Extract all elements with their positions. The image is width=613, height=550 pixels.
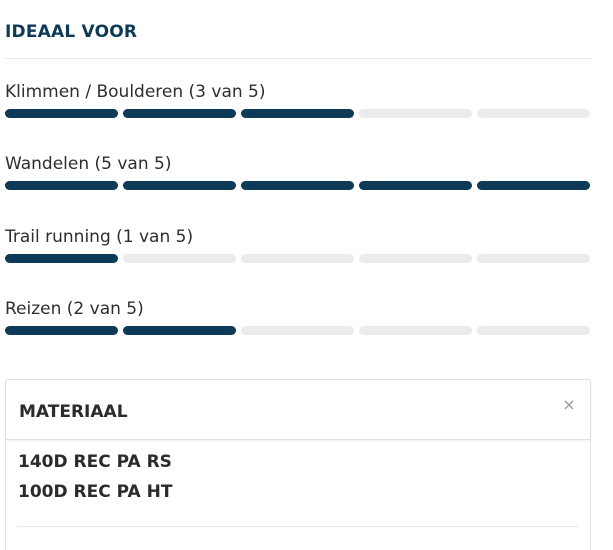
rating-segment xyxy=(477,254,590,263)
rating-segment xyxy=(359,109,472,118)
rating-segment xyxy=(359,254,472,263)
material-line: 100D REC PA HT xyxy=(18,482,173,502)
rating-segment xyxy=(359,181,472,190)
rating-wandelen: Wandelen (5 van 5) xyxy=(5,154,595,190)
rating-segment xyxy=(477,181,590,190)
material-panel-header[interactable]: MATERIAAL × xyxy=(6,380,590,440)
rating-segment xyxy=(5,326,118,335)
rating-segment xyxy=(5,181,118,190)
material-line: 140D REC PA RS xyxy=(18,452,172,472)
rating-segment xyxy=(123,326,236,335)
rating-reizen: Reizen (2 van 5) xyxy=(5,299,595,335)
rating-segment xyxy=(5,254,118,263)
rating-segment xyxy=(477,326,590,335)
rating-label: Reizen (2 van 5) xyxy=(5,299,144,319)
material-panel-body: 140D REC PA RS 100D REC PA HT xyxy=(6,440,590,507)
rating-bar xyxy=(5,326,595,335)
rating-bar xyxy=(5,109,595,118)
rating-segment xyxy=(477,109,590,118)
section-title-ideaal-voor: IDEAAL VOOR xyxy=(5,22,138,42)
rating-segment xyxy=(359,326,472,335)
rating-segment xyxy=(5,109,118,118)
rating-segment xyxy=(123,181,236,190)
material-panel: MATERIAAL × 140D REC PA RS 100D REC PA H… xyxy=(5,379,591,550)
rating-label: Wandelen (5 van 5) xyxy=(5,154,172,174)
rating-segment xyxy=(123,109,236,118)
rating-segment xyxy=(241,326,354,335)
rating-segment xyxy=(241,181,354,190)
rating-label: Klimmen / Boulderen (3 van 5) xyxy=(5,82,266,102)
rating-label: Trail running (1 van 5) xyxy=(5,227,194,247)
material-panel-title: MATERIAAL xyxy=(19,402,128,422)
rating-trail-running: Trail running (1 van 5) xyxy=(5,227,595,263)
section-divider xyxy=(5,58,591,59)
close-icon[interactable]: × xyxy=(562,395,576,414)
rating-segment xyxy=(241,109,354,118)
rating-bar xyxy=(5,181,595,190)
rating-segment xyxy=(123,254,236,263)
rating-segment xyxy=(241,254,354,263)
rating-bar xyxy=(5,254,595,263)
rating-klimmen-boulderen: Klimmen / Boulderen (3 van 5) xyxy=(5,82,595,118)
panel-divider xyxy=(18,526,578,527)
